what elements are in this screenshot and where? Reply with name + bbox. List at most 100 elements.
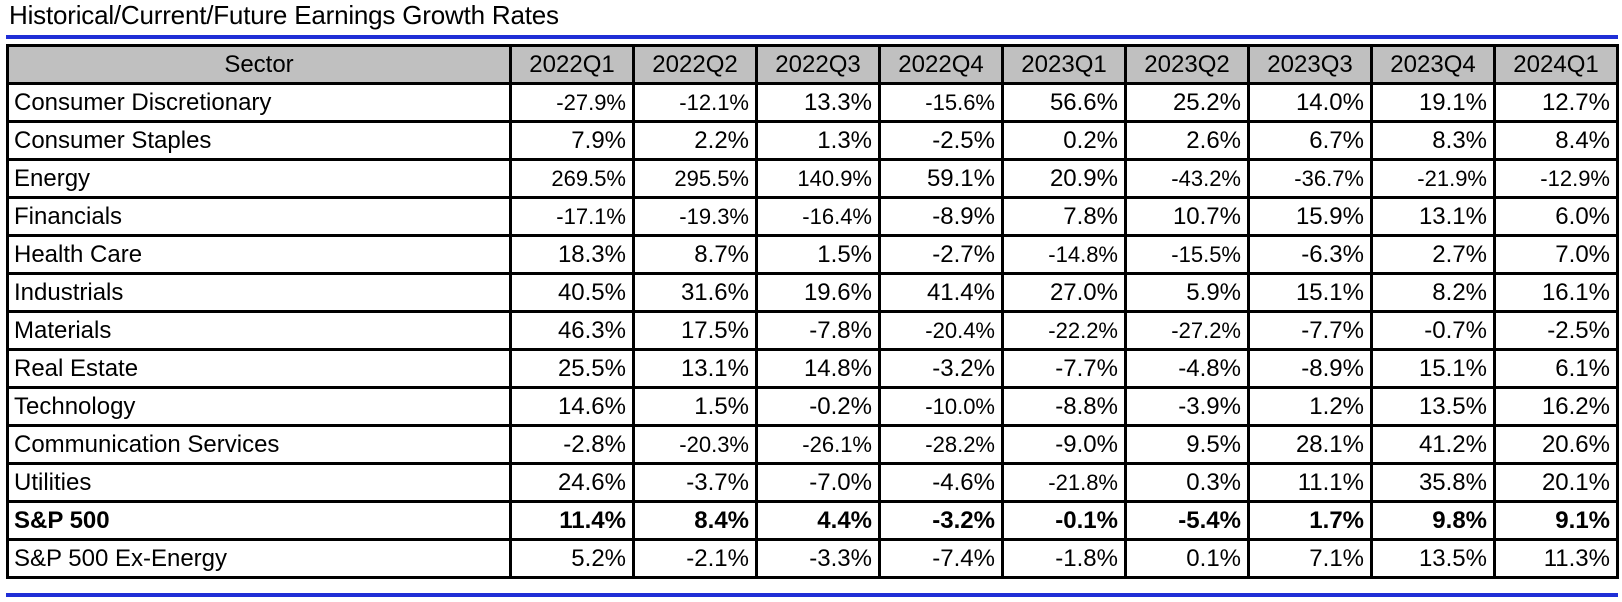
value-cell: -5.4% [1124,500,1250,541]
value-cell: -21.8% [1001,462,1127,503]
value-cell: -4.6% [878,462,1004,503]
value-cell: 13.1% [632,348,758,389]
value-cell: 8.2% [1370,272,1496,313]
value-cell: 9.8% [1370,500,1496,541]
value-cell: 13.5% [1370,386,1496,427]
value-cell: 27.0% [1001,272,1127,313]
value-cell: -36.7% [1247,158,1373,199]
value-cell: 46.3% [509,310,635,351]
value-cell: -3.2% [878,348,1004,389]
value-cell: 9.5% [1124,424,1250,465]
value-cell: -15.6% [878,82,1004,123]
sector-cell: Communication Services [6,424,512,465]
value-cell: 0.2% [1001,120,1127,161]
value-cell: 7.0% [1493,234,1619,275]
sector-cell: Energy [6,158,512,199]
value-cell: 6.7% [1247,120,1373,161]
value-cell: 1.5% [632,386,758,427]
column-header: 2023Q2 [1124,44,1250,85]
value-cell: -7.8% [755,310,881,351]
value-cell: -12.9% [1493,158,1619,199]
table-row: Technology 14.6% 1.5% -0.2% -10.0% -8.8% -3.9%… [6,386,1619,427]
value-cell: -7.0% [755,462,881,503]
value-cell: 16.1% [1493,272,1619,313]
table-row: S&P 500 Ex-Energy 5.2% -2.1% -3.3% -7.4% -1.8… [6,538,1619,579]
earnings-growth-table: Sector 2022Q1 2022Q2 2022Q3 2022Q4 2023Q… [6,44,1619,579]
table-body: Consumer Discretionary -27.9% -12.1% 13.3% -… [6,82,1619,579]
value-cell: 269.5% [509,158,635,199]
sector-cell: Materials [6,310,512,351]
value-cell: -26.1% [755,424,881,465]
value-cell: 8.4% [632,500,758,541]
column-header: 2023Q1 [1001,44,1127,85]
column-header: 2022Q1 [509,44,635,85]
value-cell: 2.6% [1124,120,1250,161]
value-cell: 0.3% [1124,462,1250,503]
value-cell: -7.7% [1247,310,1373,351]
value-cell: 40.5% [509,272,635,313]
sector-cell: Technology [6,386,512,427]
value-cell: -15.5% [1124,234,1250,275]
value-cell: -14.8% [1001,234,1127,275]
value-cell: -6.3% [1247,234,1373,275]
value-cell: 295.5% [632,158,758,199]
value-cell: -7.7% [1001,348,1127,389]
value-cell: 25.5% [509,348,635,389]
table-row: Consumer Discretionary -27.9% -12.1% 13.3% -… [6,82,1619,123]
value-cell: -8.9% [878,196,1004,237]
table-row: Communication Services -2.8% -20.3% -26.1% -… [6,424,1619,465]
value-cell: 8.4% [1493,120,1619,161]
bottom-rule [6,593,1618,597]
value-cell: 11.4% [509,500,635,541]
header-row: Sector 2022Q1 2022Q2 2022Q3 2022Q4 2023Q… [6,44,1619,85]
value-cell: 1.5% [755,234,881,275]
value-cell: -19.3% [632,196,758,237]
value-cell: 41.2% [1370,424,1496,465]
value-cell: -1.8% [1001,538,1127,579]
value-cell: -3.7% [632,462,758,503]
value-cell: 28.1% [1247,424,1373,465]
table-row: S&P 500 11.4% 8.4% 4.4% -3.2% -0.1% -5.4% 1.7% 9… [6,500,1619,541]
value-cell: -2.5% [878,120,1004,161]
table-row: Materials 46.3% 17.5% -7.8% -20.4% -22.2% -27.… [6,310,1619,351]
value-cell: -21.9% [1370,158,1496,199]
value-cell: -12.1% [632,82,758,123]
table-row: Financials -17.1% -19.3% -16.4% -8.9% 7.8% 10.… [6,196,1619,237]
value-cell: 0.1% [1124,538,1250,579]
value-cell: 56.6% [1001,82,1127,123]
value-cell: 7.8% [1001,196,1127,237]
column-header: 2022Q2 [632,44,758,85]
value-cell: -3.2% [878,500,1004,541]
value-cell: -7.4% [878,538,1004,579]
value-cell: 14.8% [755,348,881,389]
value-cell: 15.1% [1247,272,1373,313]
sector-cell: Financials [6,196,512,237]
value-cell: 2.7% [1370,234,1496,275]
value-cell: 1.2% [1247,386,1373,427]
value-cell: 1.3% [755,120,881,161]
table-row: Consumer Staples 7.9% 2.2% 1.3% -2.5% 0.2% 2.6… [6,120,1619,161]
column-header: 2022Q4 [878,44,1004,85]
value-cell: 20.9% [1001,158,1127,199]
value-cell: 13.3% [755,82,881,123]
value-cell: 2.2% [632,120,758,161]
value-cell: 7.9% [509,120,635,161]
sector-cell: Consumer Staples [6,120,512,161]
value-cell: 14.6% [509,386,635,427]
value-cell: -9.0% [1001,424,1127,465]
value-cell: -3.9% [1124,386,1250,427]
table-title: Historical/Current/Future Earnings Growt… [9,0,559,30]
value-cell: 13.5% [1370,538,1496,579]
value-cell: -10.0% [878,386,1004,427]
value-cell: -17.1% [509,196,635,237]
column-header: 2022Q3 [755,44,881,85]
sector-cell: S&P 500 Ex-Energy [6,538,512,579]
value-cell: 10.7% [1124,196,1250,237]
value-cell: -20.4% [878,310,1004,351]
value-cell: 12.7% [1493,82,1619,123]
value-cell: -4.8% [1124,348,1250,389]
value-cell: -0.7% [1370,310,1496,351]
value-cell: 19.1% [1370,82,1496,123]
value-cell: 5.2% [509,538,635,579]
value-cell: -16.4% [755,196,881,237]
